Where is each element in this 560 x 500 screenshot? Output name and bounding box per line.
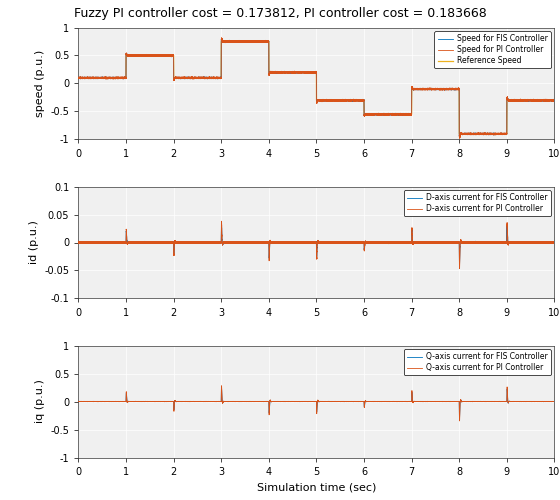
- Line: Reference Speed: Reference Speed: [78, 42, 554, 134]
- D-axis current for FIS Controller: [218, 222, 225, 228]
- Legend: Speed for FIS Controller, Speed for PI Controller, Reference Speed: Speed for FIS Controller, Speed for PI C…: [435, 32, 550, 68]
- Reference Speed: [218, 38, 225, 44]
- D-axis current for FIS Controller: [362, 240, 368, 246]
- Line: Speed for PI Controller: Speed for PI Controller: [78, 38, 554, 138]
- Speed for FIS Controller: [218, 36, 225, 42]
- Speed for PI Controller: [551, 97, 558, 103]
- Reference Speed: [428, 86, 435, 92]
- D-axis current for FIS Controller: [456, 262, 463, 268]
- Q-axis current for FIS Controller: [218, 385, 225, 391]
- D-axis current for PI Controller: [218, 218, 225, 224]
- D-axis current for PI Controller: [258, 240, 264, 246]
- Q-axis current for PI Controller: [551, 398, 558, 404]
- Speed for FIS Controller: [75, 75, 82, 81]
- D-axis current for FIS Controller: [108, 240, 114, 246]
- Reference Speed: [362, 112, 368, 117]
- Q-axis current for PI Controller: [362, 398, 368, 404]
- D-axis current for FIS Controller: [258, 239, 264, 245]
- Q-axis current for PI Controller: [75, 398, 82, 404]
- Reference Speed: [258, 38, 264, 44]
- Q-axis current for FIS Controller: [108, 398, 114, 404]
- D-axis current for PI Controller: [551, 240, 558, 246]
- Y-axis label: speed (p.u.): speed (p.u.): [35, 50, 45, 117]
- D-axis current for PI Controller: [108, 240, 114, 246]
- Q-axis current for PI Controller: [428, 398, 435, 404]
- Q-axis current for PI Controller: [456, 418, 463, 424]
- Q-axis current for PI Controller: [258, 398, 264, 404]
- D-axis current for FIS Controller: [428, 240, 435, 246]
- Legend: D-axis current for FIS Controller, D-axis current for PI Controller: D-axis current for FIS Controller, D-axi…: [404, 190, 550, 216]
- Q-axis current for FIS Controller: [428, 398, 435, 404]
- Q-axis current for FIS Controller: [189, 398, 196, 404]
- Reference Speed: [75, 75, 82, 81]
- Speed for PI Controller: [362, 112, 368, 118]
- Speed for PI Controller: [218, 34, 225, 40]
- D-axis current for PI Controller: [362, 239, 368, 245]
- Reference Speed: [333, 98, 340, 103]
- Speed for PI Controller: [258, 38, 264, 44]
- D-axis current for FIS Controller: [333, 240, 340, 246]
- D-axis current for PI Controller: [456, 266, 463, 272]
- Speed for FIS Controller: [456, 134, 463, 140]
- Speed for FIS Controller: [428, 86, 435, 91]
- Line: D-axis current for FIS Controller: D-axis current for FIS Controller: [78, 224, 554, 265]
- Q-axis current for PI Controller: [218, 382, 225, 388]
- Q-axis current for PI Controller: [333, 398, 340, 404]
- D-axis current for PI Controller: [333, 240, 340, 246]
- Speed for FIS Controller: [333, 97, 340, 103]
- Q-axis current for PI Controller: [189, 398, 196, 404]
- Reference Speed: [108, 75, 114, 81]
- D-axis current for FIS Controller: [75, 239, 82, 245]
- Speed for FIS Controller: [108, 75, 114, 81]
- D-axis current for FIS Controller: [189, 240, 196, 246]
- X-axis label: Simulation time (sec): Simulation time (sec): [256, 482, 376, 492]
- Q-axis current for FIS Controller: [333, 398, 340, 404]
- Reference Speed: [189, 75, 196, 81]
- Text: Fuzzy PI controller cost = 0.173812, PI controller cost = 0.183668: Fuzzy PI controller cost = 0.173812, PI …: [73, 8, 487, 20]
- D-axis current for FIS Controller: [551, 240, 558, 246]
- Speed for PI Controller: [108, 75, 114, 81]
- D-axis current for PI Controller: [428, 240, 435, 246]
- Y-axis label: id (p.u.): id (p.u.): [29, 220, 39, 264]
- Q-axis current for PI Controller: [108, 398, 114, 404]
- Speed for PI Controller: [75, 75, 82, 81]
- Q-axis current for FIS Controller: [75, 398, 82, 404]
- Reference Speed: [456, 131, 463, 137]
- Line: Q-axis current for FIS Controller: Q-axis current for FIS Controller: [78, 388, 554, 418]
- Line: Speed for FIS Controller: Speed for FIS Controller: [78, 38, 554, 138]
- Speed for PI Controller: [189, 74, 196, 80]
- Reference Speed: [551, 98, 558, 103]
- Q-axis current for FIS Controller: [456, 415, 463, 421]
- Legend: Q-axis current for FIS Controller, Q-axis current for PI Controller: Q-axis current for FIS Controller, Q-axi…: [404, 350, 550, 376]
- Speed for PI Controller: [333, 98, 340, 103]
- D-axis current for PI Controller: [75, 239, 82, 245]
- Line: D-axis current for PI Controller: D-axis current for PI Controller: [78, 221, 554, 268]
- Speed for FIS Controller: [258, 38, 264, 44]
- Speed for FIS Controller: [189, 76, 196, 82]
- Q-axis current for FIS Controller: [258, 398, 264, 404]
- Speed for FIS Controller: [551, 97, 558, 103]
- Q-axis current for FIS Controller: [551, 398, 558, 404]
- Line: Q-axis current for PI Controller: Q-axis current for PI Controller: [78, 386, 554, 421]
- Q-axis current for FIS Controller: [362, 398, 368, 404]
- Speed for PI Controller: [428, 86, 435, 91]
- Speed for PI Controller: [456, 135, 463, 141]
- Speed for FIS Controller: [362, 112, 368, 118]
- D-axis current for PI Controller: [189, 240, 196, 246]
- Y-axis label: iq (p.u.): iq (p.u.): [35, 380, 45, 424]
